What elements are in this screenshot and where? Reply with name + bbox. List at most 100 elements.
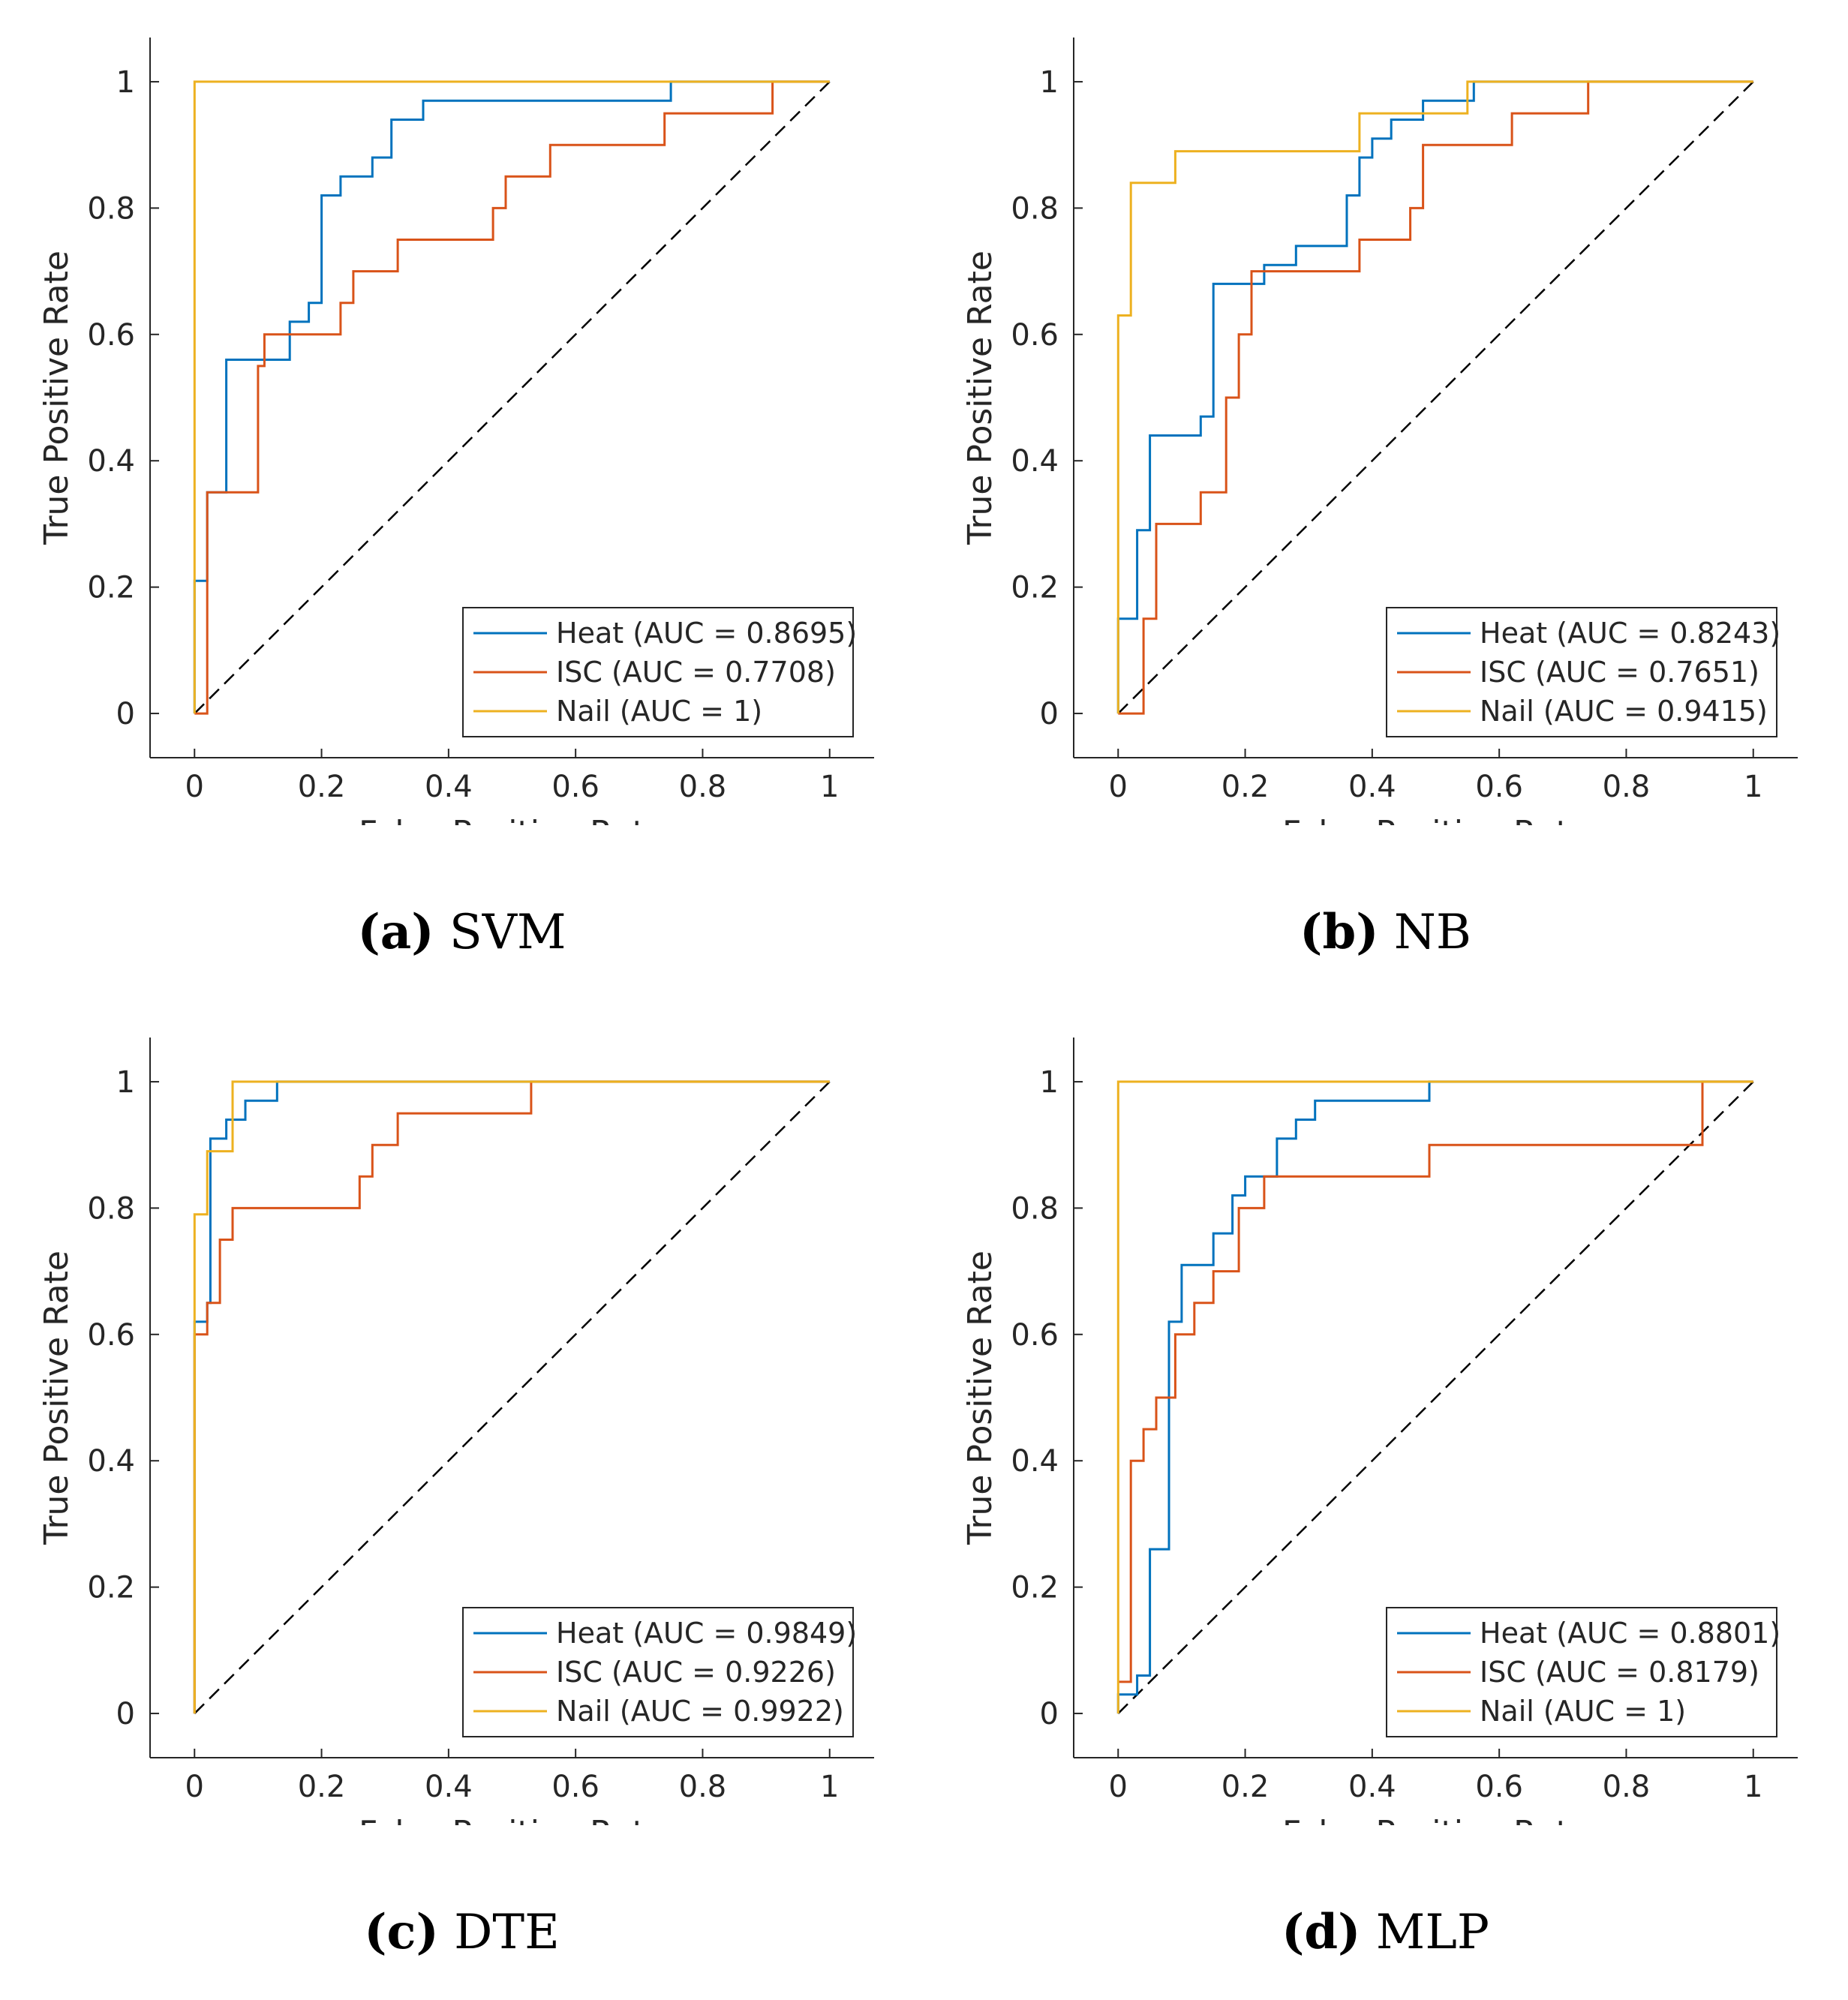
- x-tick-label: 0.8: [679, 1770, 727, 1804]
- y-tick-label: 0: [1040, 1697, 1059, 1731]
- y-axis-title: True Positive Rate: [961, 1251, 999, 1545]
- legend: Heat (AUC = 0.9849) ISC (AUC = 0.9226) Nai…: [462, 1607, 857, 1737]
- x-tick-label: 0.6: [1475, 770, 1523, 804]
- x-tick-label: 0.4: [425, 770, 473, 804]
- roc-curve-nail: [193, 1080, 830, 1714]
- y-tick-label: 0.8: [1011, 1191, 1059, 1226]
- chart-panel-dte: 0 0.2 0.4 0.6 0.8 1 0 0.2 0.4 0.6 0.8 1 False Positi…: [0, 1000, 924, 2000]
- x-tick-label: 0.6: [1475, 1770, 1523, 1804]
- x-tick-label: 0.4: [1348, 770, 1396, 804]
- roc-curve-heat: [1116, 1080, 1753, 1714]
- legend-label-isc: ISC (AUC = 0.7708): [556, 656, 836, 689]
- caption-mlp: (d) MLP: [924, 1904, 1847, 1960]
- x-tick-label: 1: [820, 1770, 839, 1804]
- y-tick-label: 0: [1040, 697, 1059, 731]
- y-tick-label: 0.2: [1011, 571, 1059, 605]
- legend: Heat (AUC = 0.8243) ISC (AUC = 0.7651) Nai…: [1386, 607, 1780, 737]
- caption-letter: (c): [364, 1904, 439, 1960]
- y-axis-title: True Positive Rate: [38, 251, 76, 545]
- x-tick-label: 0.4: [1348, 1770, 1396, 1804]
- chance-diagonal-line: [194, 81, 831, 714]
- legend-label-nail: Nail (AUC = 0.9415): [1480, 695, 1768, 728]
- y-tick-label: 0.2: [87, 1571, 135, 1605]
- roc-chart-mlp: 0 0.2 0.4 0.6 0.8 1 0 0.2 0.4 0.6 0.8 1 False Positi…: [961, 1038, 1798, 1825]
- roc-curve-heat: [1116, 80, 1753, 714]
- y-tick-label: 1: [1040, 1065, 1059, 1100]
- y-tick-label: 1: [1040, 65, 1059, 100]
- chart-panel-nb: 0 0.2 0.4 0.6 0.8 1 0 0.2 0.4 0.6 0.8 1 False Positi…: [924, 0, 1847, 1000]
- caption-dte: (c) DTE: [0, 1904, 924, 1960]
- caption-letter: (a): [357, 904, 434, 960]
- legend-label-heat: Heat (AUC = 0.8243): [1480, 617, 1780, 650]
- legend-label-heat: Heat (AUC = 0.8801): [1480, 1617, 1780, 1650]
- roc-curve-nail: [1116, 1080, 1753, 1714]
- x-tick-label: 0.6: [551, 770, 599, 804]
- roc-chart-nb: 0 0.2 0.4 0.6 0.8 1 0 0.2 0.4 0.6 0.8 1 False Positi…: [961, 38, 1798, 825]
- y-axis-title: True Positive Rate: [38, 1251, 76, 1545]
- x-tick-label: 0.2: [298, 770, 346, 804]
- y-tick-label: 0: [116, 697, 135, 731]
- caption-svm: (a) SVM: [0, 904, 924, 960]
- roc-curve-isc: [194, 80, 830, 715]
- legend-label-heat: Heat (AUC = 0.8695): [556, 617, 857, 650]
- x-axis-title: False Positive Rate: [1282, 814, 1589, 825]
- roc-chart-svm: 0 0.2 0.4 0.6 0.8 1 0 0.2 0.4 0.6 0.8 1 False Positi…: [38, 38, 874, 825]
- legend-label-nail: Nail (AUC = 1): [1480, 1695, 1686, 1728]
- y-tick-label: 0.6: [1011, 1318, 1059, 1353]
- caption-letter: (b): [1300, 904, 1379, 960]
- y-tick-label: 0.6: [87, 1318, 135, 1353]
- x-tick-label: 0.8: [1603, 1770, 1651, 1804]
- x-tick-label: 0.8: [1603, 770, 1651, 804]
- roc-curve-nail: [193, 80, 830, 714]
- y-axis-title: True Positive Rate: [961, 251, 999, 545]
- legend-label-isc: ISC (AUC = 0.8179): [1480, 1656, 1759, 1689]
- roc-curve-isc: [193, 1080, 830, 1714]
- caption-title: DTE: [454, 1905, 560, 1960]
- roc-curve-nail: [1116, 80, 1753, 714]
- x-tick-label: 0.2: [1221, 770, 1270, 804]
- y-tick-label: 0.8: [87, 1191, 135, 1226]
- y-tick-label: 0.2: [87, 571, 135, 605]
- chart-panel-mlp: 0 0.2 0.4 0.6 0.8 1 0 0.2 0.4 0.6 0.8 1 False Positi…: [924, 1000, 1847, 2000]
- y-tick-label: 0.6: [1011, 318, 1059, 353]
- caption-nb: (b) NB: [924, 904, 1847, 960]
- y-tick-label: 0.4: [1011, 1444, 1059, 1479]
- legend-label-isc: ISC (AUC = 0.9226): [556, 1656, 836, 1689]
- x-axis-title: False Positive Rate: [359, 1814, 666, 1825]
- x-tick-label: 0.2: [298, 1770, 346, 1804]
- x-tick-label: 1: [820, 770, 839, 804]
- x-tick-label: 1: [1744, 1770, 1762, 1804]
- y-tick-label: 0.6: [87, 318, 135, 353]
- chance-diagonal-line: [1117, 81, 1754, 714]
- legend-label-nail: Nail (AUC = 1): [556, 695, 762, 728]
- chance-diagonal-line: [194, 1081, 831, 1714]
- y-tick-label: 1: [116, 1065, 135, 1100]
- x-tick-label: 0.4: [425, 1770, 473, 1804]
- legend-box: [462, 607, 854, 737]
- legend: Heat (AUC = 0.8801) ISC (AUC = 0.8179) Nai…: [1386, 1607, 1780, 1737]
- legend-label-heat: Heat (AUC = 0.9849): [556, 1617, 857, 1650]
- y-tick-label: 0: [116, 1697, 135, 1731]
- x-tick-label: 0: [1109, 770, 1128, 804]
- roc-curve-isc: [1118, 80, 1753, 715]
- x-tick-label: 0.2: [1221, 1770, 1270, 1804]
- y-tick-label: 0.2: [1011, 1571, 1059, 1605]
- legend: Heat (AUC = 0.8695) ISC (AUC = 0.7708) Nai…: [462, 607, 857, 737]
- chart-panel-svm: 0 0.2 0.4 0.6 0.8 1 0 0.2 0.4 0.6 0.8 1 False Positi…: [0, 0, 924, 1000]
- y-tick-label: 0.4: [87, 1444, 135, 1479]
- caption-title: SVM: [449, 905, 566, 960]
- y-tick-label: 0.4: [87, 444, 135, 479]
- caption-letter: (d): [1282, 1904, 1361, 1960]
- x-axis-title: False Positive Rate: [359, 814, 666, 825]
- roc-curve-isc: [1118, 1080, 1753, 1683]
- chance-diagonal-line: [1117, 1081, 1754, 1714]
- legend-label-nail: Nail (AUC = 0.9922): [556, 1695, 844, 1728]
- caption-title: MLP: [1375, 1905, 1489, 1960]
- x-tick-label: 0: [185, 770, 204, 804]
- caption-title: NB: [1393, 905, 1471, 960]
- y-tick-label: 0.8: [1011, 191, 1059, 226]
- y-tick-label: 0.4: [1011, 444, 1059, 479]
- x-tick-label: 0.6: [551, 1770, 599, 1804]
- roc-chart-dte: 0 0.2 0.4 0.6 0.8 1 0 0.2 0.4 0.6 0.8 1 False Positi…: [38, 1038, 874, 1825]
- y-tick-label: 0.8: [87, 191, 135, 226]
